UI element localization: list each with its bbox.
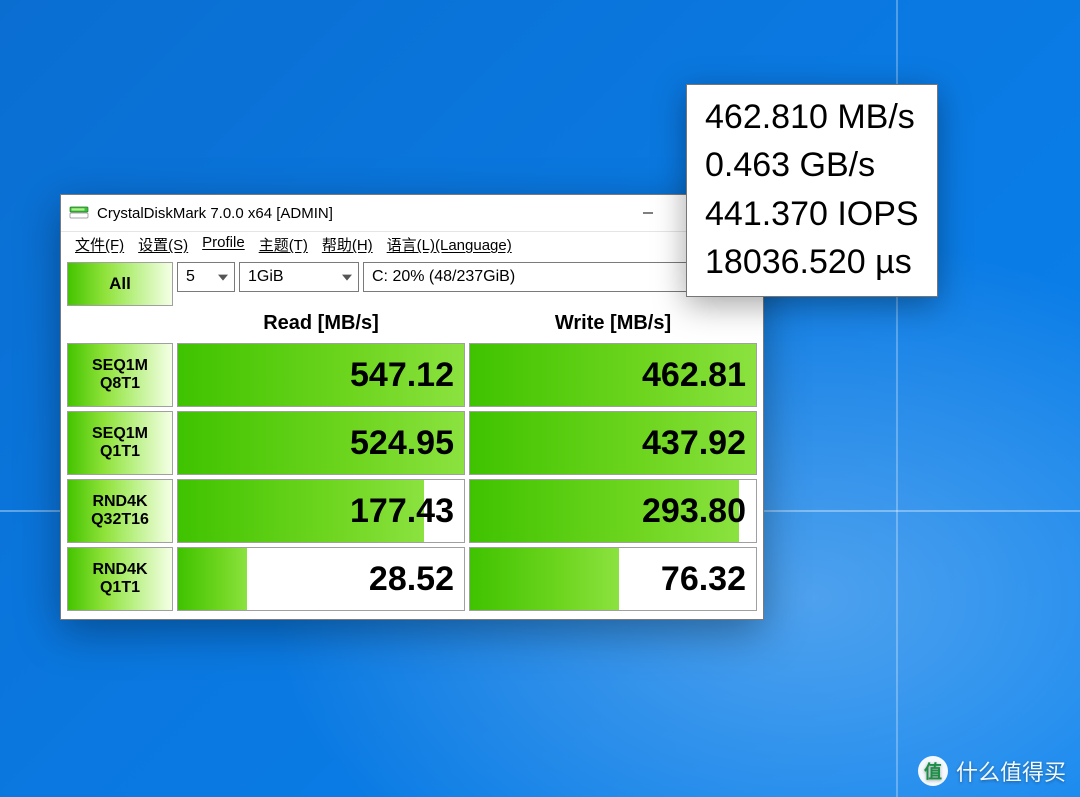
size-select[interactable]: 1GiB bbox=[239, 262, 359, 292]
app-icon bbox=[69, 203, 89, 223]
tooltip: 462.810 MB/s 0.463 GB/s 441.370 IOPS 180… bbox=[686, 84, 938, 297]
tooltip-line-iops: 441.370 IOPS bbox=[705, 190, 919, 238]
size-value: 1GiB bbox=[248, 268, 284, 286]
minimize-button[interactable] bbox=[625, 195, 671, 231]
read-value-cell: 524.95 bbox=[177, 411, 465, 475]
row-label-line2: Q1T1 bbox=[100, 443, 140, 461]
row-label-button[interactable]: SEQ1MQ8T1 bbox=[67, 343, 173, 407]
menu-profile[interactable]: Profile bbox=[198, 234, 249, 256]
write-value: 462.81 bbox=[642, 356, 746, 395]
read-value: 547.12 bbox=[350, 356, 454, 395]
drive-select[interactable]: C: 20% (48/237GiB) bbox=[363, 262, 709, 292]
read-value-cell: 547.12 bbox=[177, 343, 465, 407]
menu-help[interactable]: 帮助(H) bbox=[318, 234, 377, 256]
menu-theme[interactable]: 主题(T) bbox=[255, 234, 312, 256]
drive-value: C: 20% (48/237GiB) bbox=[372, 268, 515, 286]
row-label-button[interactable]: RND4KQ32T16 bbox=[67, 479, 173, 543]
watermark-text: 什么值得买 bbox=[956, 755, 1066, 787]
write-value-cell: 437.92 bbox=[469, 411, 757, 475]
read-header: Read [MB/s] bbox=[177, 308, 465, 339]
row-label-line2: Q1T1 bbox=[100, 579, 140, 597]
result-row: RND4KQ1T1 28.52 76.32 bbox=[67, 547, 757, 611]
row-label-button[interactable]: RND4KQ1T1 bbox=[67, 547, 173, 611]
row-label-line1: SEQ1M bbox=[92, 357, 148, 375]
menu-language[interactable]: 语言(L)(Language) bbox=[383, 234, 516, 256]
content-area: All 5 1GiB C: 20% (48/237GiB) M Read [MB… bbox=[61, 260, 763, 619]
titlebar[interactable]: CrystalDiskMark 7.0.0 x64 [ADMIN] bbox=[61, 195, 763, 232]
write-header: Write [MB/s] bbox=[469, 308, 757, 339]
read-bar bbox=[178, 548, 247, 610]
write-value: 437.92 bbox=[642, 424, 746, 463]
row-label-button[interactable]: SEQ1MQ1T1 bbox=[67, 411, 173, 475]
row-label-line2: Q32T16 bbox=[91, 511, 149, 529]
read-value: 177.43 bbox=[350, 492, 454, 531]
write-value: 293.80 bbox=[642, 492, 746, 531]
count-select[interactable]: 5 bbox=[177, 262, 235, 292]
row-label-line2: Q8T1 bbox=[100, 375, 140, 393]
tooltip-line-gbs: 0.463 GB/s bbox=[705, 141, 919, 189]
header-row: Read [MB/s] Write [MB/s] bbox=[67, 308, 757, 339]
read-value: 28.52 bbox=[369, 560, 454, 599]
watermark-badge: 值 bbox=[918, 756, 948, 786]
read-value: 524.95 bbox=[350, 424, 454, 463]
tooltip-line-latency: 18036.520 µs bbox=[705, 238, 919, 286]
write-value-cell: 293.80 bbox=[469, 479, 757, 543]
row-label-line1: RND4K bbox=[92, 493, 147, 511]
result-row: SEQ1MQ8T1 547.12 462.81 bbox=[67, 343, 757, 407]
controls-row: All 5 1GiB C: 20% (48/237GiB) M bbox=[67, 262, 757, 306]
all-button[interactable]: All bbox=[67, 262, 173, 306]
read-value-cell: 28.52 bbox=[177, 547, 465, 611]
tooltip-line-mbs: 462.810 MB/s bbox=[705, 93, 919, 141]
write-value: 76.32 bbox=[661, 560, 746, 599]
watermark: 值 什么值得买 bbox=[918, 755, 1066, 787]
result-row: RND4KQ32T16 177.43 293.80 bbox=[67, 479, 757, 543]
row-label-line1: RND4K bbox=[92, 561, 147, 579]
write-value-cell: 462.81 bbox=[469, 343, 757, 407]
menu-settings[interactable]: 设置(S) bbox=[134, 234, 192, 256]
menu-file[interactable]: 文件(F) bbox=[71, 234, 128, 256]
count-value: 5 bbox=[186, 268, 195, 286]
write-value-cell: 76.32 bbox=[469, 547, 757, 611]
write-bar bbox=[470, 548, 619, 610]
crystaldiskmark-window: CrystalDiskMark 7.0.0 x64 [ADMIN] 文件(F) … bbox=[60, 194, 764, 620]
menubar: 文件(F) 设置(S) Profile 主题(T) 帮助(H) 语言(L)(La… bbox=[61, 232, 763, 260]
result-row: SEQ1MQ1T1 524.95 437.92 bbox=[67, 411, 757, 475]
window-title: CrystalDiskMark 7.0.0 x64 [ADMIN] bbox=[97, 205, 333, 222]
row-label-line1: SEQ1M bbox=[92, 425, 148, 443]
read-value-cell: 177.43 bbox=[177, 479, 465, 543]
